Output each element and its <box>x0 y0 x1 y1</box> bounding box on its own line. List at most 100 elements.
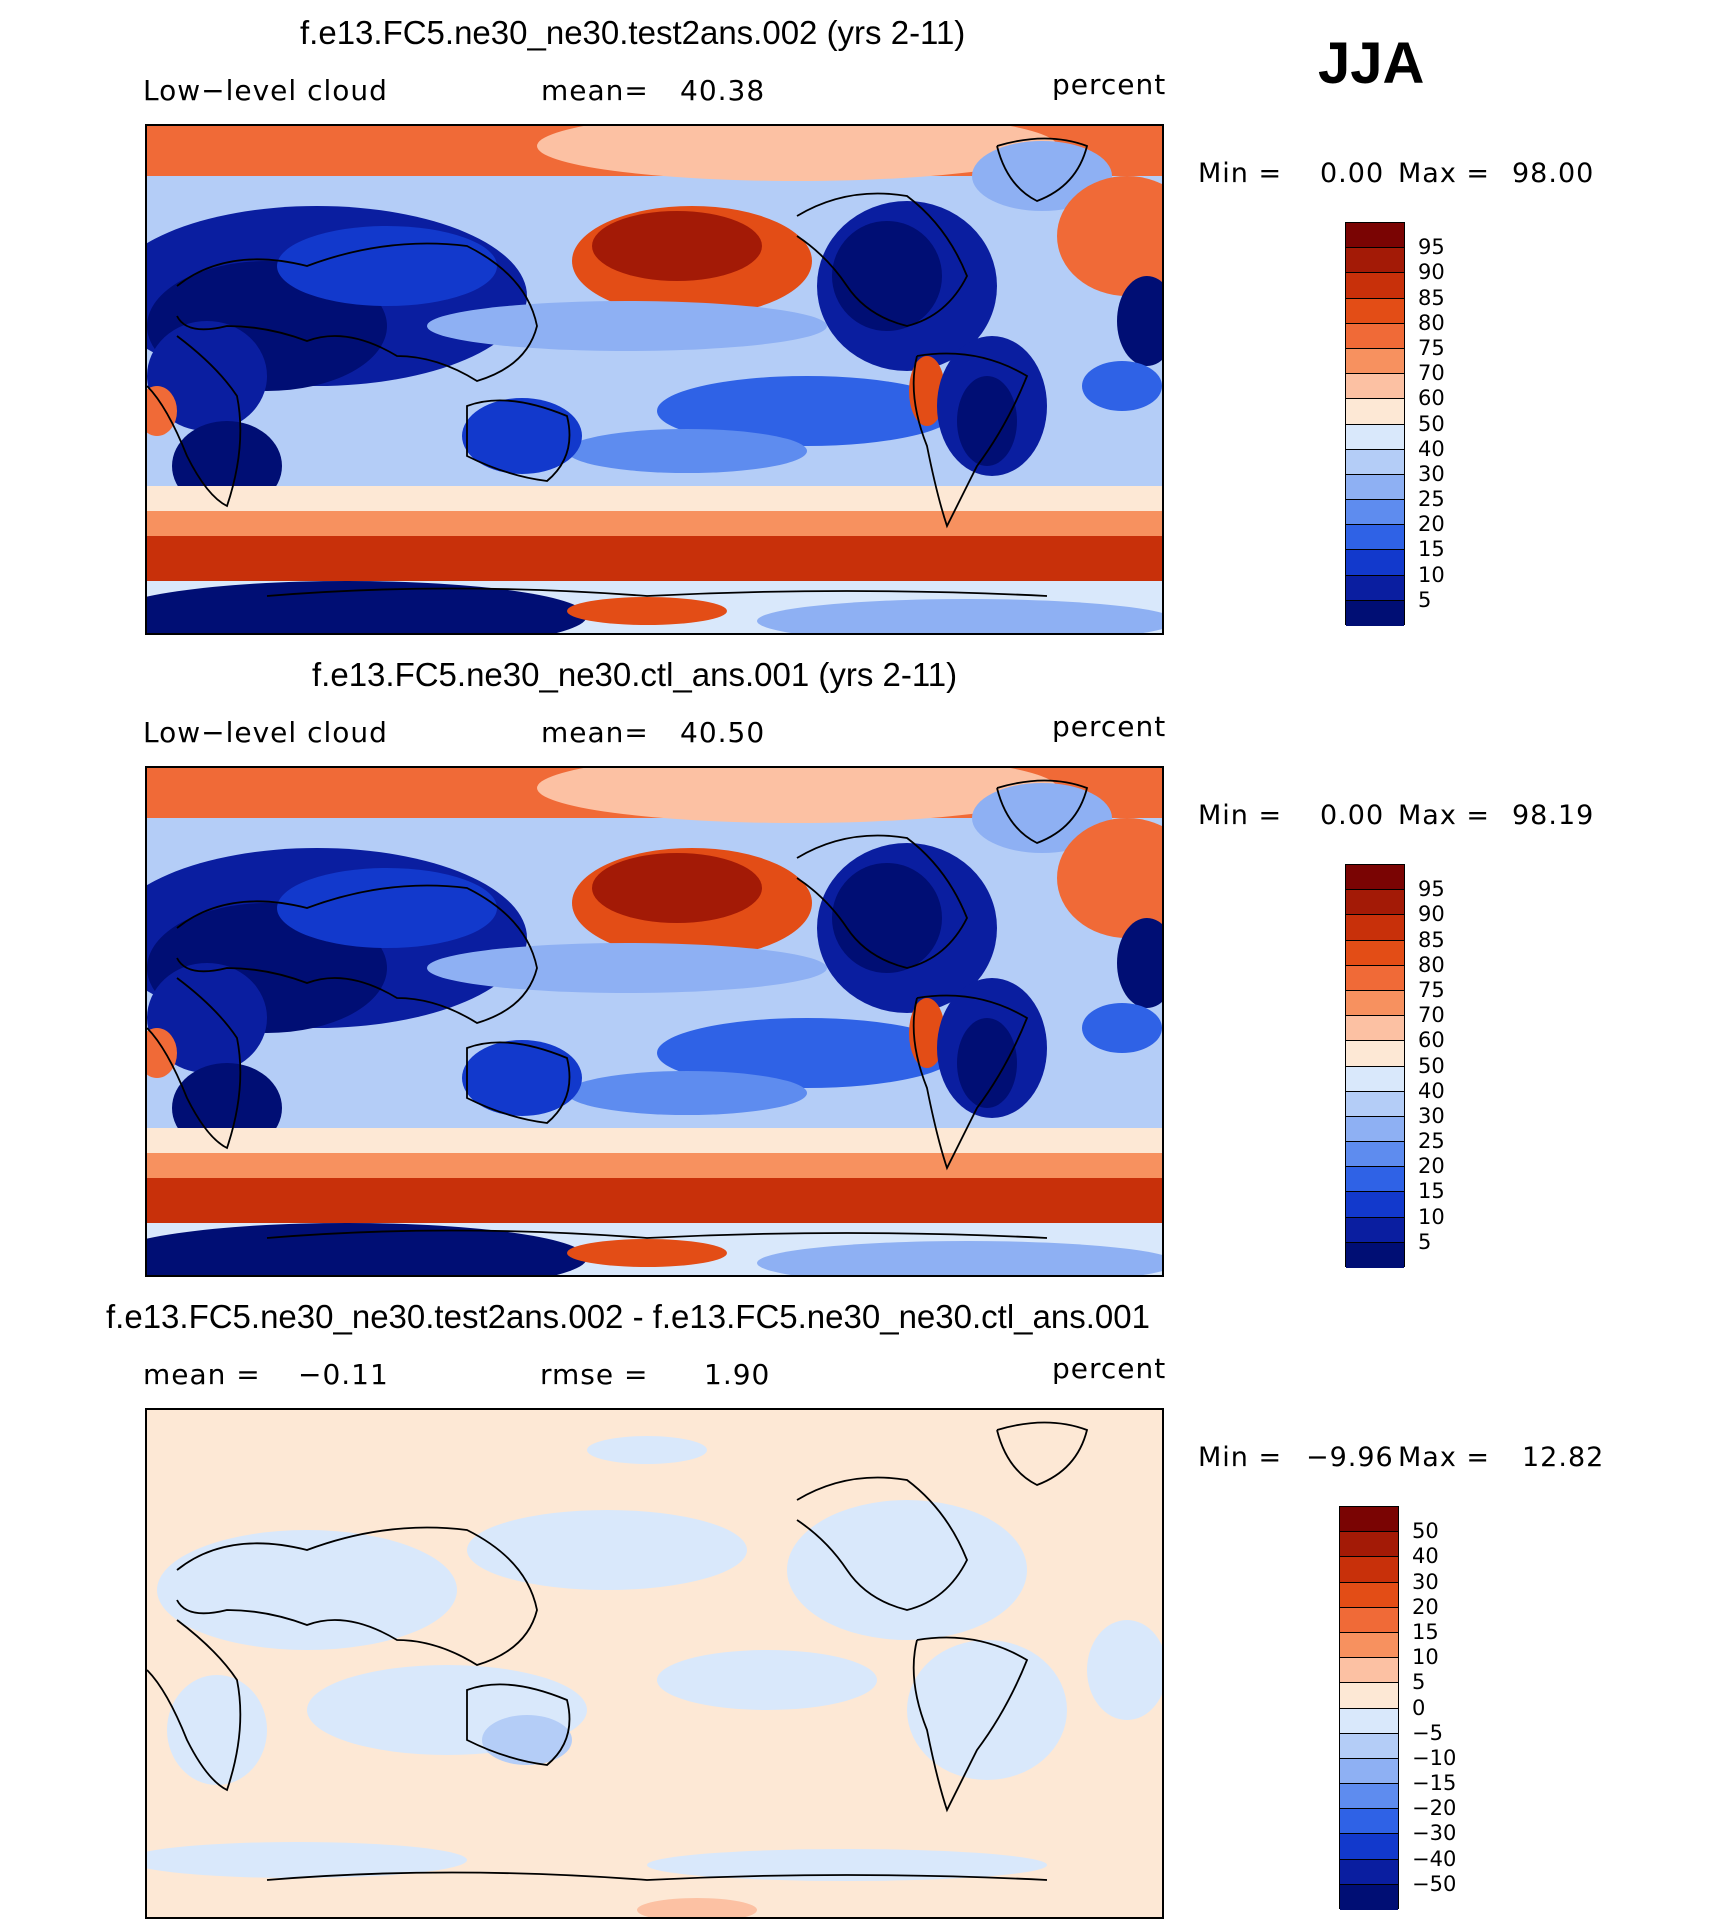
colorbar-swatch <box>1346 323 1404 349</box>
panel-2-contour-field <box>147 768 1162 1275</box>
panel-3-contour-field <box>147 1410 1162 1917</box>
panel-1-colorbar <box>1345 222 1405 626</box>
colorbar-tick-label: 25 <box>1418 1129 1445 1154</box>
colorbar-swatch <box>1346 474 1404 501</box>
panel-1-mean-label: mean= <box>541 74 649 107</box>
colorbar-swatch <box>1340 1784 1398 1810</box>
colorbar-swatch <box>1346 1091 1404 1117</box>
panel-1-units: percent <box>1052 68 1167 101</box>
colorbar-swatch <box>1340 1683 1398 1709</box>
colorbar-tick-label: 20 <box>1418 512 1445 537</box>
panel-3-max-value: 12.82 <box>1522 1442 1605 1473</box>
colorbar-tick-label: −10 <box>1412 1745 1457 1770</box>
colorbar-tick-label: 90 <box>1418 260 1445 285</box>
colorbar-swatch <box>1340 1532 1398 1558</box>
colorbar-swatch <box>1346 348 1404 375</box>
colorbar-tick-label: 95 <box>1418 235 1445 260</box>
colorbar-swatch <box>1346 965 1404 991</box>
colorbar-tick-label: 50 <box>1418 411 1445 436</box>
colorbar-swatch <box>1346 940 1404 966</box>
colorbar-swatch <box>1340 1557 1398 1583</box>
colorbar-swatch <box>1340 1859 1398 1885</box>
colorbar-tick-label: 70 <box>1418 361 1445 386</box>
colorbar-swatch <box>1346 1041 1404 1067</box>
colorbar-swatch <box>1340 1607 1398 1633</box>
colorbar-tick-label: 60 <box>1418 386 1445 411</box>
colorbar-tick-label: 80 <box>1418 310 1445 335</box>
colorbar-tick-label: 10 <box>1418 1204 1445 1229</box>
panel-2-variable-label: Low−level cloud <box>143 716 388 749</box>
panel-3-colorbar <box>1339 1506 1399 1910</box>
panel-1-min-value: 0.00 <box>1320 158 1385 189</box>
colorbar-swatch <box>1346 1192 1404 1218</box>
colorbar-tick-label: 85 <box>1418 285 1445 310</box>
colorbar-tick-label: 75 <box>1418 977 1445 1002</box>
colorbar-tick-label: 30 <box>1412 1569 1439 1594</box>
colorbar-tick-label: 25 <box>1418 487 1445 512</box>
colorbar-tick-label: 75 <box>1418 335 1445 360</box>
colorbar-swatch <box>1346 525 1404 551</box>
colorbar-tick-label: 0 <box>1412 1695 1426 1720</box>
colorbar-swatch <box>1346 500 1404 526</box>
colorbar-swatch <box>1346 248 1404 274</box>
colorbar-swatch <box>1340 1507 1398 1533</box>
colorbar-tick-label: 30 <box>1418 461 1445 486</box>
panel-1-variable-label: Low−level cloud <box>143 74 388 107</box>
colorbar-tick-label: 70 <box>1418 1003 1445 1028</box>
colorbar-swatch <box>1346 1016 1404 1042</box>
colorbar-tick-label: 5 <box>1418 1229 1432 1254</box>
colorbar-swatch <box>1346 890 1404 916</box>
colorbar-tick-label: 40 <box>1418 1078 1445 1103</box>
panel-2-mean-label: mean= <box>541 716 649 749</box>
colorbar-tick-label: −20 <box>1412 1796 1457 1821</box>
colorbar-tick-label: 15 <box>1418 537 1445 562</box>
colorbar-tick-label: 30 <box>1418 1103 1445 1128</box>
panel-1-contour-field <box>147 126 1162 633</box>
colorbar-swatch <box>1346 550 1404 576</box>
colorbar-swatch <box>1346 273 1404 299</box>
panel-3-mean-label: mean = <box>143 1358 261 1391</box>
colorbar-swatch <box>1346 1066 1404 1092</box>
colorbar-tick-label: −15 <box>1412 1771 1457 1796</box>
panel-2-colorbar <box>1345 864 1405 1268</box>
colorbar-swatch <box>1346 223 1404 249</box>
colorbar-swatch <box>1346 990 1404 1017</box>
panel-3-map <box>145 1408 1164 1919</box>
colorbar-tick-label: −30 <box>1412 1821 1457 1846</box>
colorbar-tick-label: −5 <box>1412 1720 1443 1745</box>
colorbar-swatch <box>1340 1582 1398 1608</box>
colorbar-tick-label: 10 <box>1412 1645 1439 1670</box>
colorbar-tick-label: 80 <box>1418 952 1445 977</box>
panel-2-max-value: 98.19 <box>1512 800 1595 831</box>
season-label: JJA <box>1318 31 1425 96</box>
colorbar-swatch <box>1346 575 1404 601</box>
colorbar-tick-label: 50 <box>1418 1053 1445 1078</box>
colorbar-tick-label: 90 <box>1418 902 1445 927</box>
colorbar-tick-label: −50 <box>1412 1871 1457 1896</box>
panel-3-title: f.e13.FC5.ne30_ne30.test2ans.002 - f.e13… <box>106 1298 1150 1335</box>
colorbar-swatch <box>1346 1116 1404 1143</box>
colorbar-tick-label: 10 <box>1418 562 1445 587</box>
colorbar-tick-label: 40 <box>1412 1544 1439 1569</box>
colorbar-swatch <box>1340 1884 1398 1910</box>
colorbar-tick-label: −40 <box>1412 1846 1457 1871</box>
colorbar-tick-label: 50 <box>1412 1519 1439 1544</box>
colorbar-tick-label: 15 <box>1418 1179 1445 1204</box>
panel-1-max-value: 98.00 <box>1512 158 1595 189</box>
colorbar-swatch <box>1340 1758 1398 1785</box>
colorbar-tick-label: 15 <box>1412 1619 1439 1644</box>
colorbar-tick-label: 85 <box>1418 927 1445 952</box>
colorbar-swatch <box>1346 915 1404 941</box>
panel-3-max-label: Max = <box>1398 1442 1491 1473</box>
colorbar-swatch <box>1346 298 1404 324</box>
colorbar-swatch <box>1346 1142 1404 1168</box>
panel-3-rmse-value: 1.90 <box>704 1358 771 1391</box>
colorbar-swatch <box>1340 1809 1398 1835</box>
panel-1-title: f.e13.FC5.ne30_ne30.test2ans.002 (yrs 2-… <box>300 14 966 51</box>
panel-2-max-label: Max = <box>1398 800 1491 831</box>
colorbar-swatch <box>1346 600 1404 626</box>
colorbar-tick-label: 60 <box>1418 1028 1445 1053</box>
panel-2-mean-value: 40.50 <box>680 716 766 749</box>
panel-1-max-label: Max = <box>1398 158 1491 189</box>
colorbar-swatch <box>1346 424 1404 450</box>
